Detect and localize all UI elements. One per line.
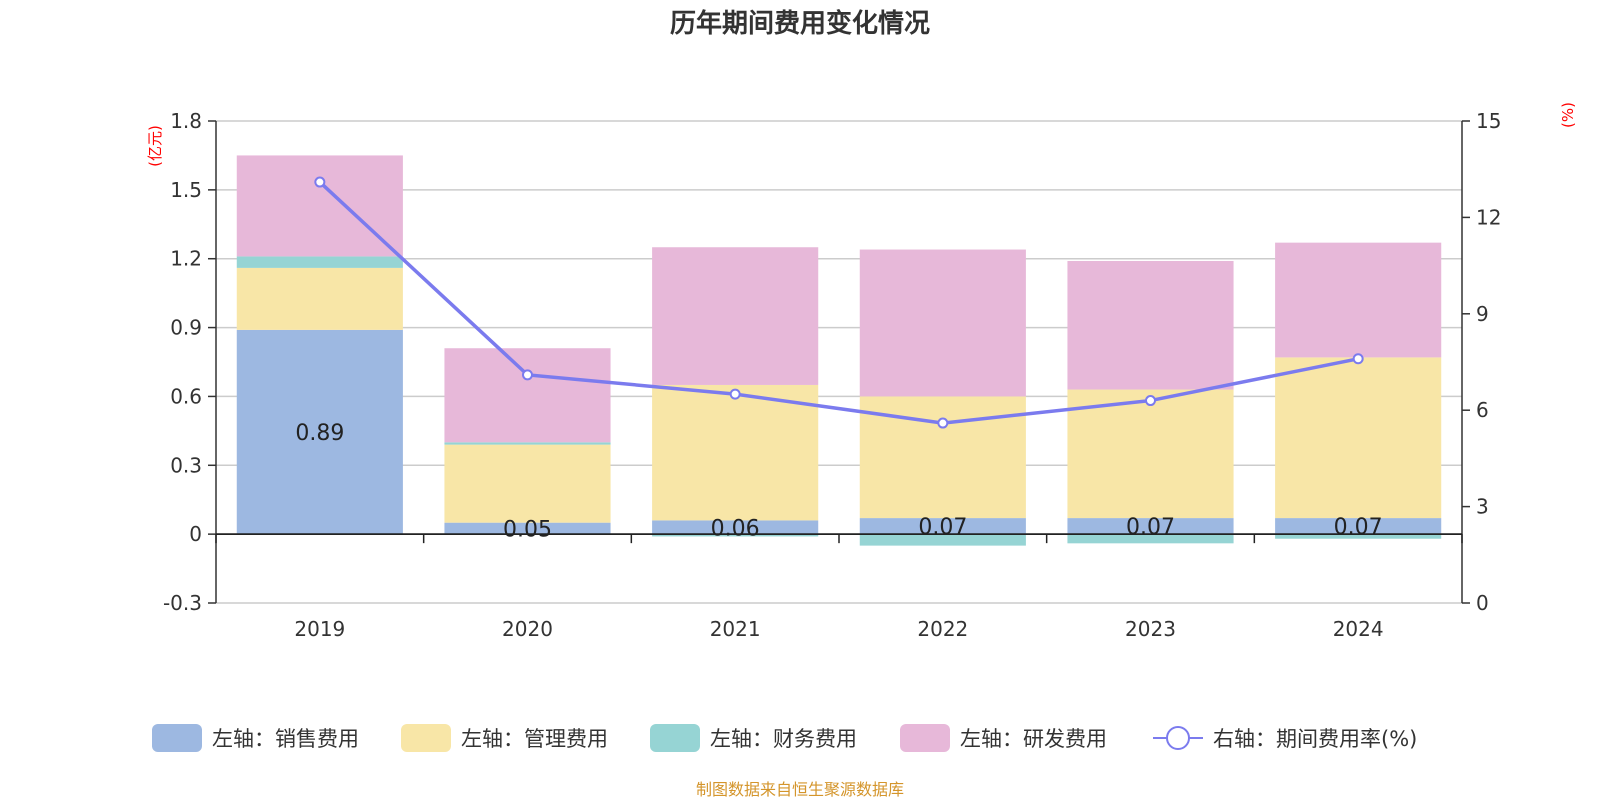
- left-tick-label: 0.9: [170, 316, 202, 340]
- bar-segment-2024-3: [1275, 242, 1442, 358]
- bar-segment-2023-2: [1067, 534, 1234, 544]
- bar-segment-2022-0: [859, 518, 1026, 535]
- legend-item-3[interactable]: 左轴：研发费用: [900, 724, 1107, 752]
- x-tick-label: 2023: [1125, 617, 1176, 641]
- rate-point: [522, 369, 533, 381]
- legend-swatch: [650, 724, 700, 752]
- legend-item-0[interactable]: 左轴：销售费用: [152, 724, 359, 752]
- bar-segment-2019-3: [236, 155, 403, 257]
- bar-segment-2024-0: [1275, 518, 1442, 535]
- bar-segment-2021-1: [652, 384, 819, 521]
- axes-layer: -0.3 0 0.3 0.6 0.9 1.2 1.5 1.8 0 3 6 9 12 15 2019 2020 2…: [163, 109, 1501, 641]
- x-tick-label: 2024: [1333, 617, 1384, 641]
- left-tick-label: 1.5: [170, 178, 202, 202]
- rate-point: [729, 388, 741, 400]
- rate-point: [1352, 353, 1364, 365]
- x-tick-label: 2020: [502, 617, 553, 641]
- bar-segment-2020-0: [444, 522, 611, 535]
- legend-item-4[interactable]: 右轴：期间费用率(%): [1153, 726, 1417, 751]
- legend: 左轴：销售费用 左轴：管理费用 左轴：财务费用 左轴：研发费用 右轴：期间费用率(%): [152, 724, 1417, 752]
- bar-segment-2023-1: [1067, 389, 1234, 519]
- legend-label: 左轴：销售费用: [212, 727, 359, 751]
- legend-swatch: [152, 724, 202, 752]
- rate-line-layer: [314, 176, 1364, 429]
- bar-segment-2020-3: [444, 348, 611, 443]
- bar-data-label: 0.07: [1126, 515, 1175, 540]
- bar-data-label: 0.05: [503, 517, 552, 542]
- bar-segment-2019-1: [236, 267, 403, 330]
- bar-segment-2021-3: [652, 247, 819, 385]
- legend-label: 左轴：财务费用: [710, 727, 857, 751]
- x-tick-label: 2021: [710, 617, 761, 641]
- chart-title: 历年期间费用变化情况: [670, 8, 930, 39]
- bar-segment-2019-2: [236, 256, 403, 268]
- bar-segment-2022-3: [859, 249, 1026, 397]
- legend-label: 左轴：管理费用: [461, 727, 608, 751]
- bar-data-label: 0.06: [711, 516, 760, 541]
- left-axis-unit: (亿元): [146, 125, 164, 167]
- bar-segment-2021-0: [652, 520, 819, 535]
- bar-segment-2020-2: [444, 442, 611, 445]
- x-tick-label: 2022: [917, 617, 968, 641]
- legend-item-1[interactable]: 左轴：管理费用: [401, 724, 608, 752]
- source-note: 制图数据来自恒生聚源数据库: [696, 780, 904, 799]
- right-tick-label: 15: [1476, 109, 1501, 133]
- bar-data-label: 0.07: [918, 515, 967, 540]
- legend-swatch: [900, 724, 950, 752]
- left-tick-label: 1.2: [170, 247, 202, 271]
- bar-data-label: 0.07: [1334, 515, 1383, 540]
- right-tick-label: 0: [1476, 591, 1489, 615]
- right-axis-unit: (%): [1559, 102, 1577, 128]
- bar-segment-2023-3: [1067, 261, 1234, 390]
- bar-segment-2024-1: [1275, 357, 1442, 519]
- bar-data-label: 0.89: [295, 421, 344, 446]
- rate-point: [314, 176, 326, 188]
- bar-segment-2023-0: [1067, 518, 1234, 535]
- right-tick-label: 3: [1476, 495, 1489, 519]
- rate-point: [937, 417, 949, 429]
- rate-point: [1145, 395, 1156, 407]
- legend-label: 左轴：研发费用: [960, 727, 1107, 751]
- right-tick-label: 9: [1476, 302, 1489, 326]
- legend-item-2[interactable]: 左轴：财务费用: [650, 724, 857, 752]
- left-tick-label: -0.3: [163, 591, 202, 615]
- left-tick-label: 0.6: [170, 384, 202, 408]
- left-tick-label: 0: [189, 522, 202, 546]
- legend-swatch: [401, 724, 451, 752]
- bar-segment-2019-0: [236, 329, 403, 535]
- right-tick-label: 12: [1476, 205, 1501, 229]
- bar-segment-2024-2: [1275, 534, 1442, 539]
- x-tick-label: 2019: [294, 617, 345, 641]
- bar-segment-2020-1: [444, 444, 611, 523]
- right-tick-label: 6: [1476, 398, 1489, 422]
- legend-marker: [1166, 726, 1190, 750]
- legend-label: 右轴：期间费用率(%): [1213, 727, 1417, 751]
- rate-line: [318, 180, 1359, 425]
- bar-segment-2021-2: [652, 534, 819, 537]
- bars-layer: [236, 155, 1442, 546]
- bar-segment-2022-2: [859, 534, 1026, 546]
- left-tick-label: 1.8: [170, 109, 202, 133]
- left-tick-label: 0.3: [170, 453, 202, 477]
- data-labels-layer: 0.89 0.05 0.06 0.07 0.07 0.07: [295, 421, 1382, 542]
